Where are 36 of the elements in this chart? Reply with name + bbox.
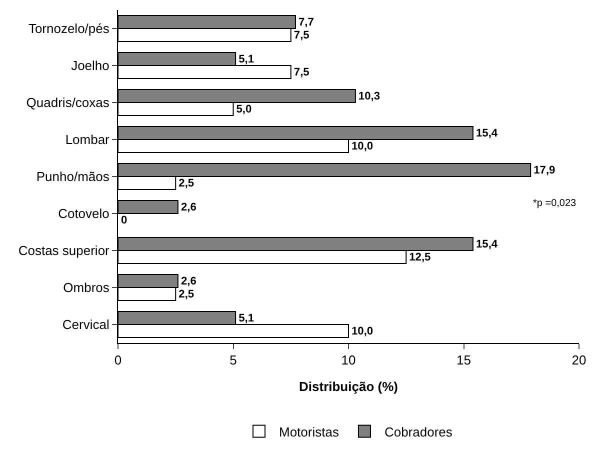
- legend-label: Cobradores: [384, 424, 453, 440]
- y-tick-label: Costas superior: [18, 243, 110, 258]
- data-label: 10,0: [352, 326, 374, 338]
- data-label: 2,6: [180, 276, 196, 288]
- data-label: 7,7: [298, 16, 314, 29]
- data-label: 7,5: [294, 30, 310, 42]
- y-tick-label: Lombar: [65, 132, 110, 148]
- data-label: 15,4: [476, 238, 498, 251]
- x-axis-title: Distribuição (%): [299, 379, 398, 394]
- data-label: 0: [121, 214, 128, 227]
- data-label: 7,5: [294, 66, 310, 79]
- data-label: 5,1: [238, 54, 254, 66]
- x-tick-label: 0: [114, 352, 122, 368]
- y-tick-label: Cervical: [62, 317, 110, 332]
- y-tick-label: Quadris/coxas: [26, 95, 110, 110]
- data-label: 2,6: [180, 202, 196, 214]
- data-label: 10,0: [352, 140, 374, 153]
- data-label: 12,5: [409, 252, 431, 264]
- data-label: 5,0: [236, 104, 252, 116]
- data-label: 2,5: [178, 178, 194, 190]
- legend-label: Motoristas: [279, 424, 340, 440]
- data-label: 5,1: [238, 312, 254, 325]
- data-label: 15,4: [476, 128, 498, 140]
- x-tick-label: 5: [230, 352, 237, 368]
- y-tick-label: Cotovelo: [58, 206, 110, 222]
- data-label: 2,5: [178, 288, 194, 301]
- y-tick-label: Punho/mãos: [36, 169, 110, 184]
- data-label: 17,9: [534, 164, 556, 177]
- data-label: 10,3: [358, 90, 380, 103]
- y-tick-label: Ombros: [63, 280, 110, 296]
- x-tick-label: 10: [341, 352, 356, 368]
- x-tick-label: 20: [572, 352, 586, 368]
- y-tick-label: Tornozelo/pés: [28, 21, 110, 36]
- x-tick-label: 15: [456, 352, 471, 368]
- y-tick-label: Joelho: [71, 58, 110, 74]
- annotation: *p =0,023: [533, 198, 577, 209]
